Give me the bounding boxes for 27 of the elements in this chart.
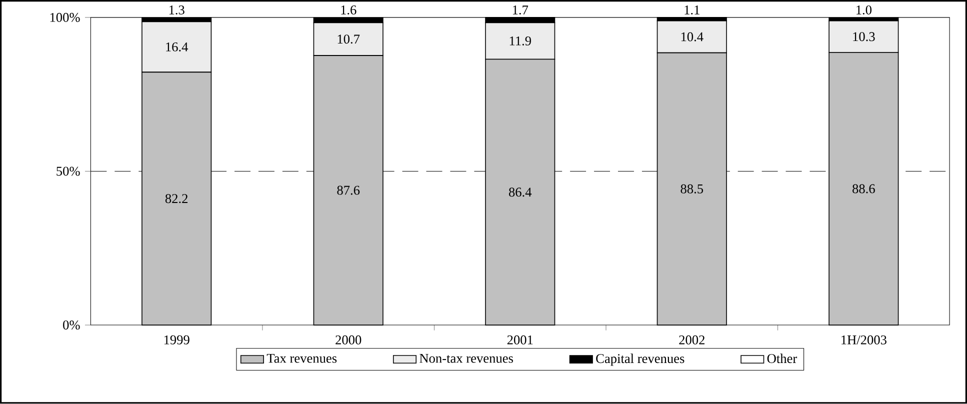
legend-label: Tax revenues (266, 354, 337, 363)
x-tick-label: 2002 (679, 336, 704, 345)
legend-label: Capital revenues (596, 354, 684, 366)
data-label: 88.5 (680, 184, 704, 194)
legend-label: Other (767, 354, 798, 364)
y-tick-label: 50% (56, 166, 80, 176)
data-label: 10.4 (681, 32, 704, 42)
x-tick-label: 1999 (164, 336, 190, 344)
data-label: 88.6 (852, 184, 875, 194)
data-label: 1.6 (341, 6, 356, 15)
data-label: 1.1 (684, 6, 700, 15)
legend-label: Non-tax revenues (420, 354, 513, 363)
data-label: 87.6 (337, 186, 360, 195)
data-label: 86.4 (508, 188, 532, 197)
y-tick-label: 0% (63, 320, 80, 330)
data-label: 1.3 (169, 6, 184, 15)
data-label: 82.2 (165, 194, 188, 204)
x-tick-label: 2001 (507, 336, 533, 345)
x-tick-label: 1H/2003 (842, 336, 886, 345)
x-tick-label: 2000 (336, 336, 362, 345)
data-label: 10.7 (338, 34, 360, 44)
data-label: 1.0 (856, 6, 872, 15)
y-tick-label: 100% (50, 13, 80, 22)
data-label: 10.3 (853, 32, 875, 42)
data-label: 16.4 (166, 42, 188, 52)
data-label: 11.9 (510, 36, 531, 46)
data-label: 1.7 (512, 6, 528, 15)
